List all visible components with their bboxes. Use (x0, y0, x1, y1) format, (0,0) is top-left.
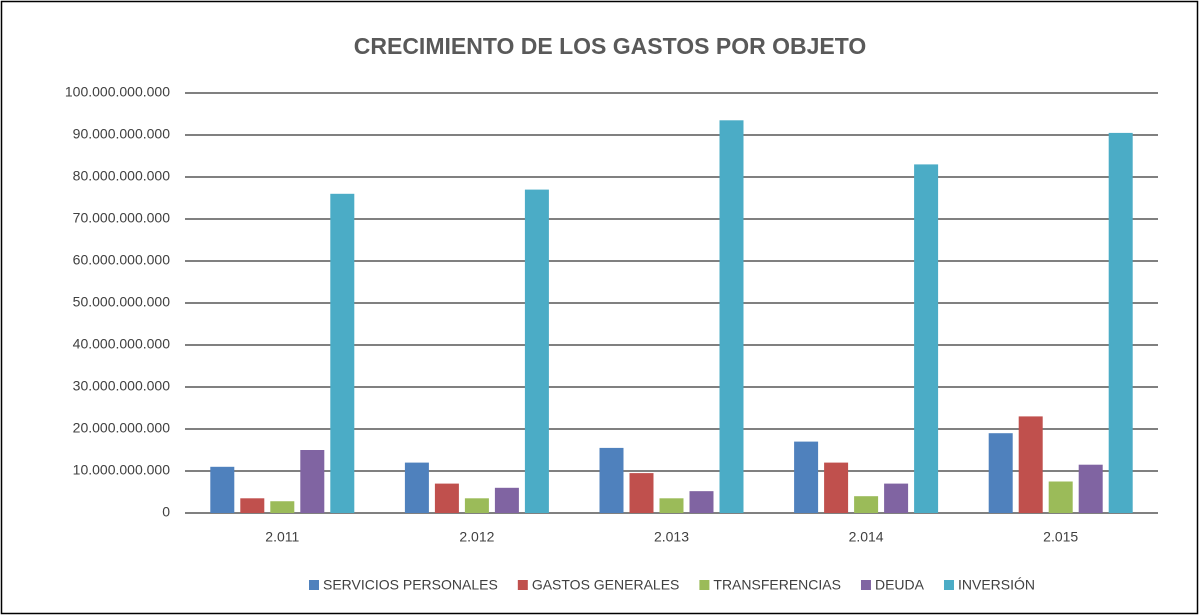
bar (599, 447, 624, 513)
bar (794, 441, 819, 513)
bar (659, 498, 684, 513)
y-tick-label: 40.000.000.000 (73, 336, 171, 352)
x-tick-label: 2.012 (459, 529, 494, 545)
bar (988, 433, 1013, 513)
bar (330, 193, 355, 514)
legend-label: TRANSFERENCIAS (713, 577, 841, 593)
y-tick-label: 80.000.000.000 (73, 168, 171, 184)
legend-swatch (699, 580, 710, 590)
legend-swatch (309, 580, 319, 590)
legend-swatch (943, 580, 954, 590)
x-tick-label: 2.011 (265, 529, 299, 545)
legend-label: DEUDA (875, 577, 925, 593)
y-tick-label: 20.000.000.000 (73, 420, 171, 436)
bar (914, 164, 939, 513)
bar (404, 462, 429, 513)
y-tick-label: 100.000.000.000 (65, 84, 170, 100)
y-tick-label: 70.000.000.000 (73, 210, 171, 226)
bar (629, 473, 654, 513)
chart-title: CRECIMIENTO DE LOS GASTOS POR OBJETO (354, 33, 866, 59)
y-tick-label: 30.000.000.000 (73, 378, 171, 394)
bar (1108, 132, 1133, 513)
y-tick-label: 10.000.000.000 (73, 462, 171, 478)
bar (210, 466, 235, 513)
bar (1048, 481, 1073, 513)
y-tick-label: 90.000.000.000 (73, 126, 171, 142)
bar (719, 120, 744, 514)
x-tick-label: 2.015 (1043, 529, 1078, 545)
legend-label: GASTOS GENERALES (532, 577, 680, 593)
bar (824, 462, 849, 513)
bar (240, 498, 265, 513)
y-tick-label: 50.000.000.000 (73, 294, 171, 310)
legend-label: INVERSIÓN (958, 577, 1035, 593)
y-tick-label: 0 (162, 504, 170, 520)
legend-label: SERVICIOS PERSONALES (323, 577, 498, 593)
bar (434, 483, 459, 513)
x-tick-label: 2.014 (849, 529, 884, 545)
bar (524, 189, 549, 513)
bar (1018, 416, 1043, 513)
bar (884, 483, 909, 513)
y-tick-label: 60.000.000.000 (73, 252, 171, 268)
x-tick-label: 2.013 (654, 529, 689, 545)
bar (854, 496, 879, 513)
bar (464, 498, 489, 513)
bar (494, 487, 519, 513)
bar (689, 491, 714, 513)
bar (300, 450, 325, 513)
legend-swatch (517, 580, 528, 590)
legend-swatch (860, 580, 871, 590)
bar (270, 501, 295, 513)
bar (1078, 464, 1103, 513)
